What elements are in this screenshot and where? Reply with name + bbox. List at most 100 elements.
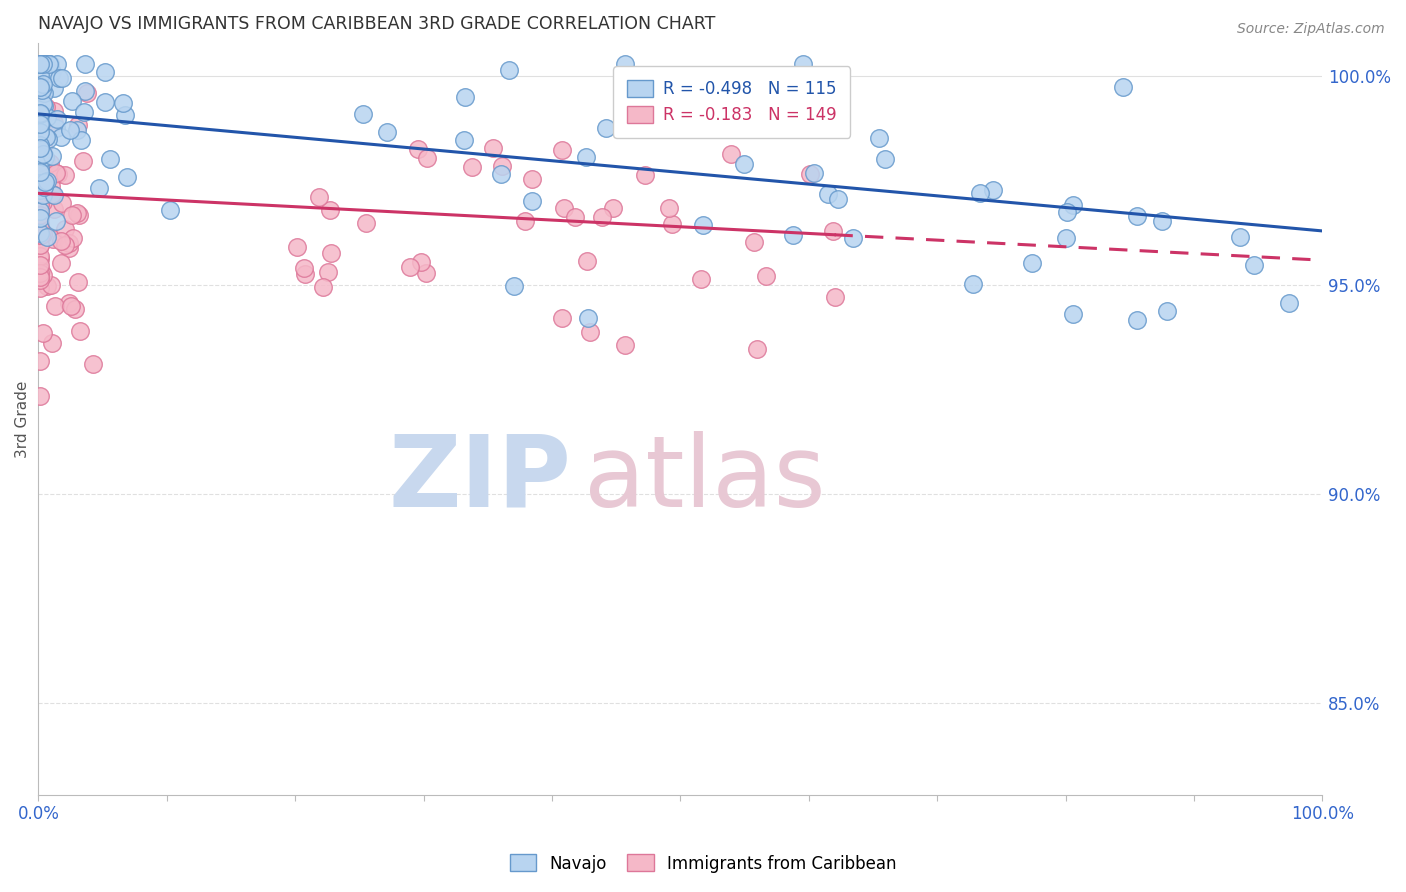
Point [35,100,58,114]
Point [41,186,63,201]
Point [28,196,51,211]
Point [75,57,97,71]
Point [44,299,66,313]
Point [41,149,63,163]
Point [32,195,55,210]
Point [30,90,52,104]
Point [602,201,624,215]
Point [58,295,80,310]
Point [294,267,316,281]
Point [32,99,55,113]
Point [42,188,65,202]
Point [28,129,51,144]
Point [32,106,55,120]
Point [45,214,67,228]
Point [66,123,89,137]
Point [28,163,51,178]
Point [28,68,51,82]
Point [28,141,51,155]
Point [28,217,51,231]
Point [28,178,51,193]
Point [28,258,51,272]
Point [28,150,51,164]
Point [30,138,52,153]
Point [35,110,58,124]
Point [28,211,51,225]
Point [30,227,52,242]
Point [316,265,339,279]
Point [31,326,53,340]
Point [60,299,83,313]
Point [661,217,683,231]
Point [35,153,58,167]
Point [35,229,58,244]
Point [39,178,62,193]
Point [1150,213,1173,227]
Point [503,279,526,293]
Point [551,143,574,157]
Point [1126,312,1149,326]
Point [406,142,429,156]
Point [579,325,602,339]
Point [513,214,536,228]
Point [70,132,93,146]
Point [28,166,51,180]
Point [28,111,51,125]
Point [803,166,825,180]
Point [35,180,58,194]
Point [39,155,62,169]
Point [28,226,51,240]
Point [28,140,51,154]
Point [28,226,51,240]
Point [755,268,778,283]
Point [28,119,51,133]
Point [82,357,104,371]
Point [41,65,63,79]
Point [823,224,845,238]
Point [692,218,714,232]
Point [73,84,96,98]
Point [32,173,55,187]
Point [31,57,53,71]
Point [30,87,52,102]
Point [551,310,574,325]
Point [564,210,586,224]
Point [35,57,58,71]
Point [48,71,70,86]
Point [595,121,617,136]
Point [28,188,51,202]
Point [1062,197,1084,211]
Point [46,167,69,181]
Point [319,245,342,260]
Point [28,130,51,145]
Point [49,130,72,145]
Point [28,228,51,243]
Point [59,122,82,136]
Point [1062,307,1084,321]
Point [46,57,69,71]
Point [28,139,51,153]
Point [28,133,51,147]
Point [45,112,67,126]
Point [842,230,865,244]
Point [28,126,51,140]
Point [30,57,52,71]
Point [98,152,121,166]
Point [28,354,51,368]
Point [42,232,65,246]
Point [53,168,76,182]
Point [38,57,60,71]
Point [28,227,51,241]
Point [66,206,89,220]
Point [30,151,52,165]
Point [28,201,51,215]
Point [42,81,65,95]
Text: NAVAJO VS IMMIGRANTS FROM CARIBBEAN 3RD GRADE CORRELATION CHART: NAVAJO VS IMMIGRANTS FROM CARIBBEAN 3RD … [38,15,716,33]
Point [32,86,55,100]
Point [53,222,76,236]
Point [51,195,73,210]
Text: atlas: atlas [583,431,825,528]
Point [319,202,342,217]
Point [28,152,51,166]
Point [962,277,984,291]
